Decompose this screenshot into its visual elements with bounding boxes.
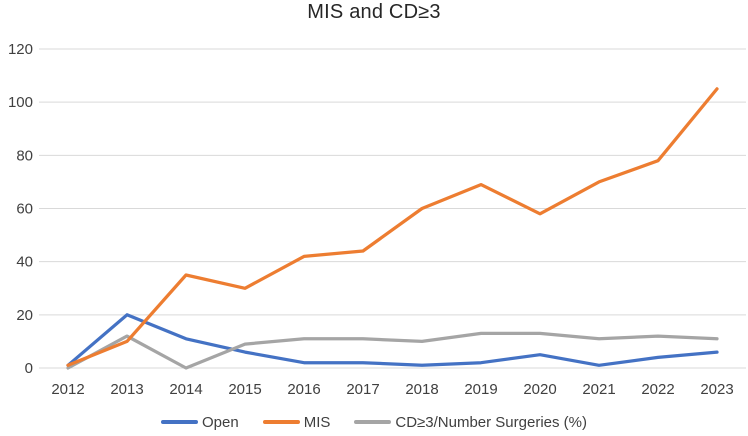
series-line-cd-3-number-surgeries [66,331,719,370]
x-tick-label: 2016 [287,381,320,398]
x-tick-label: 2020 [523,381,556,398]
series-line-mis [66,87,719,367]
legend-label: Open [202,413,239,431]
x-tick-label: 2021 [582,381,615,398]
legend-line-swatch [354,420,392,424]
x-tick-label: 2015 [228,381,261,398]
legend-label: MIS [303,413,331,431]
x-tick-label: 2012 [51,381,84,398]
x-tick-label: 2019 [464,381,497,398]
y-tick-label: 100 [8,94,33,111]
x-tick-label: 2013 [110,381,143,398]
x-tick-label: 2022 [641,381,674,398]
y-tick-label: 40 [16,254,33,271]
legend: Open MIS CD≥3/Number Surgeries (%) [0,409,748,435]
legend-item-open: Open [161,414,239,431]
x-tick-label: 2018 [405,381,438,398]
y-tick-label: 60 [16,201,33,218]
x-tick-label: 2014 [169,381,202,398]
x-tick-label: 2023 [700,381,733,398]
legend-line-swatch [262,420,300,424]
y-tick-label: 120 [8,41,33,58]
y-tick-label: 0 [25,360,33,377]
series-line-open [66,313,719,367]
legend-label: CD≥3/Number Surgeries (%) [395,413,587,431]
y-tick-label: 20 [16,307,33,324]
chart-title: MIS and CD≥3 [307,1,441,23]
legend-line-swatch [161,420,198,424]
legend-item-mis: MIS [262,413,331,431]
y-tick-label: 80 [16,147,33,164]
legend-item-cd-3-number-surgeries: CD≥3/Number Surgeries (%) [354,414,587,431]
x-tick-label: 2017 [346,381,379,398]
